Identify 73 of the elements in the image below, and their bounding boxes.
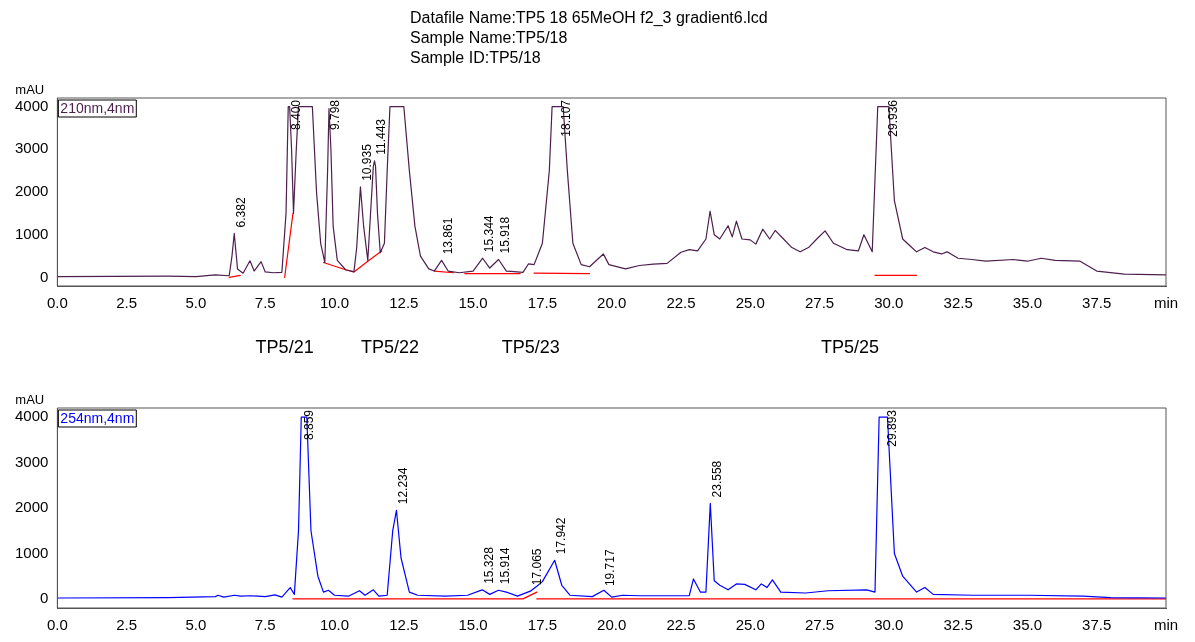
annotation: 29.893 bbox=[885, 409, 900, 447]
annotation: 15.328 bbox=[481, 546, 496, 584]
x-tick-label: 30.0 bbox=[874, 294, 904, 312]
x-tick-label: 25.0 bbox=[735, 294, 765, 312]
x-tick-label: 30.0 bbox=[874, 616, 904, 634]
annotation: 8.859 bbox=[302, 409, 317, 441]
x-tick-label: min bbox=[1153, 616, 1179, 634]
x-tick-label: 5.0 bbox=[185, 294, 207, 312]
annotation: 13.861 bbox=[440, 217, 455, 255]
y-tick-label: 3000 bbox=[14, 452, 49, 470]
annotation: 6.382 bbox=[233, 197, 248, 228]
x-tick-label: 10.0 bbox=[319, 616, 350, 634]
y-axis-title: mAU bbox=[15, 392, 45, 408]
text: TP5/23 bbox=[501, 336, 560, 357]
annotation: 29.936 bbox=[886, 99, 901, 137]
x-tick-label: 12.5 bbox=[389, 294, 419, 312]
x-tick-label: 20.0 bbox=[597, 294, 627, 312]
x-tick-label: 22.5 bbox=[666, 616, 696, 634]
x-tick-label: 0.0 bbox=[46, 616, 68, 634]
x-tick-label: 5.0 bbox=[185, 616, 207, 634]
text: 254nm,4nm bbox=[60, 409, 135, 426]
y-tick-label: 4000 bbox=[14, 407, 49, 425]
x-tick-label: 22.5 bbox=[666, 294, 696, 312]
x-tick-label: 7.5 bbox=[254, 294, 276, 312]
text: TP5/22 bbox=[360, 336, 419, 357]
y-tick-label: 2000 bbox=[14, 182, 49, 200]
x-tick-label: 35.0 bbox=[1012, 616, 1043, 634]
x-tick-label: 0.0 bbox=[46, 294, 68, 312]
x-tick-label: 32.5 bbox=[943, 616, 973, 634]
text: TP5/25 bbox=[821, 336, 880, 357]
annotation: 17.065 bbox=[529, 548, 544, 586]
annotation: 10.935 bbox=[359, 143, 374, 181]
annotation: 9.798 bbox=[328, 99, 343, 131]
chart-title: Datafile Name:TP5 18 65MeOH f2_3 gradient6.lcd bbox=[410, 8, 769, 28]
annotation: 17.942 bbox=[553, 517, 568, 555]
text: TP5/21 bbox=[255, 336, 314, 357]
y-axis-title: mAU bbox=[15, 82, 45, 98]
x-tick-label: 35.0 bbox=[1012, 294, 1043, 312]
x-tick-label: 37.5 bbox=[1082, 616, 1112, 634]
annotation: 19.717 bbox=[603, 549, 618, 587]
chart-subtitle: Sample Name:TP5/18 Sample ID:TP5/18 bbox=[410, 28, 569, 68]
x-tick-label: 25.0 bbox=[735, 616, 765, 634]
x-tick-label: 7.5 bbox=[254, 616, 276, 634]
x-tick-label: 17.5 bbox=[527, 294, 557, 312]
x-tick-label: 27.5 bbox=[804, 294, 835, 312]
x-tick-label: 15.0 bbox=[458, 294, 488, 312]
x-tick-label: 20.0 bbox=[597, 616, 627, 634]
y-tick-label: 1000 bbox=[14, 224, 49, 242]
y-tick-label: 4000 bbox=[14, 96, 49, 114]
y-tick-label: 0 bbox=[40, 589, 49, 607]
annotation: 11.443 bbox=[373, 118, 388, 155]
annotation: 12.234 bbox=[395, 467, 410, 505]
x-tick-label: 27.5 bbox=[804, 616, 835, 634]
annotation: 15.344 bbox=[481, 215, 496, 253]
x-tick-label: 2.5 bbox=[116, 294, 138, 312]
x-tick-label: 32.5 bbox=[943, 294, 973, 312]
x-tick-label: min bbox=[1153, 294, 1179, 312]
annotation: 15.914 bbox=[497, 547, 512, 585]
x-tick-label: 2.5 bbox=[116, 616, 138, 634]
x-tick-label: 10.0 bbox=[319, 294, 350, 312]
annotation: 23.558 bbox=[709, 460, 724, 498]
y-tick-label: 0 bbox=[40, 267, 49, 285]
annotation: 15.918 bbox=[497, 216, 512, 254]
annotation: 8.400 bbox=[289, 99, 304, 131]
text: 210nm,4nm bbox=[60, 99, 135, 116]
x-tick-label: 37.5 bbox=[1082, 294, 1112, 312]
annotation: 18.107 bbox=[558, 99, 573, 137]
x-tick-label: 17.5 bbox=[527, 616, 557, 634]
y-tick-label: 1000 bbox=[14, 543, 49, 561]
x-tick-label: 15.0 bbox=[458, 616, 488, 634]
y-tick-label: 2000 bbox=[14, 498, 49, 516]
y-tick-label: 3000 bbox=[14, 139, 49, 157]
x-tick-label: 12.5 bbox=[389, 616, 419, 634]
